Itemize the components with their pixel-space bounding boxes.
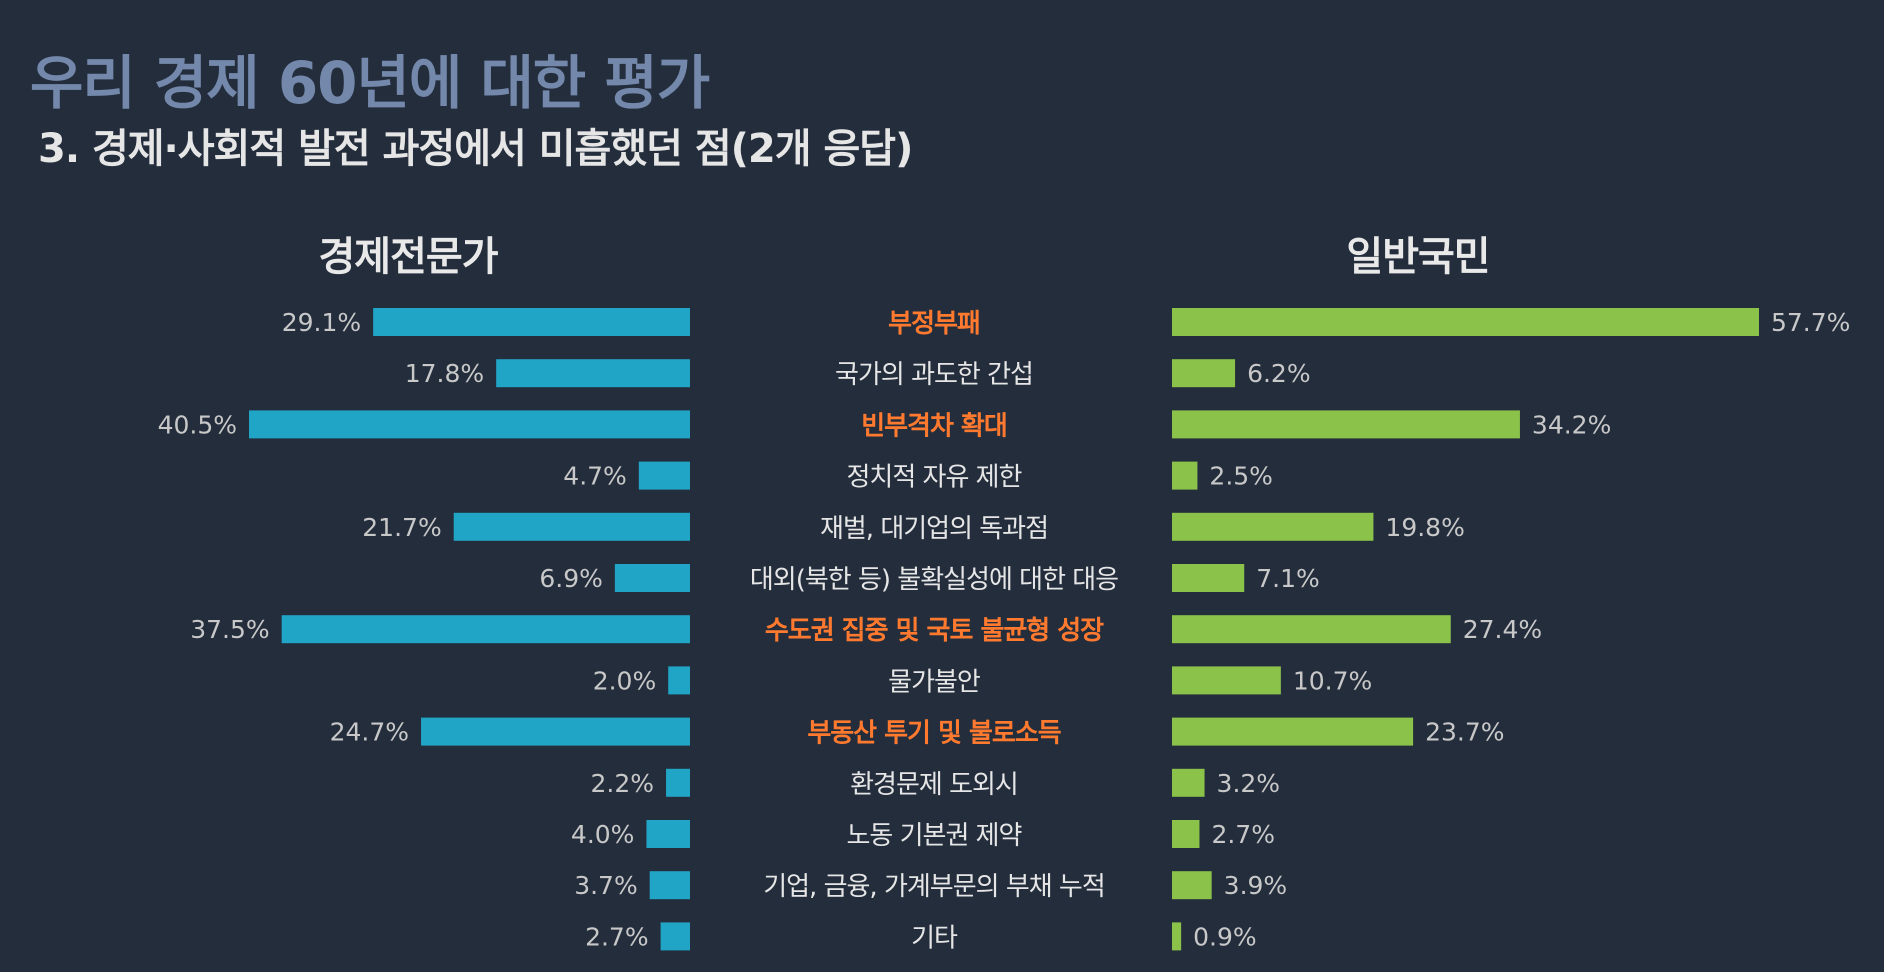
expert-value-label: 4.7% [563,462,627,491]
expert-bar [421,717,690,746]
expert-value-label: 2.0% [593,666,657,695]
public-value-label: 7.1% [1256,564,1320,593]
public-bar [1172,308,1759,336]
public-value-label: 34.2% [1532,410,1611,439]
category-label: 정치적 자유 제한 [847,463,1022,493]
expert-value-label: 29.1% [282,308,361,337]
public-bar [1172,359,1236,388]
expert-bar [281,615,690,644]
category-label: 부동산 투기 및 불로소득 [807,719,1061,749]
expert-value-label: 37.5% [190,615,269,644]
public-bar [1172,615,1451,644]
public-bar [1172,666,1281,695]
public-bar [1172,564,1245,592]
public-value-label: 27.4% [1463,615,1542,644]
expert-bar [660,922,690,951]
expert-value-label: 4.0% [571,820,635,849]
public-value-label: 2.7% [1211,820,1275,849]
expert-value-label: 2.7% [585,922,649,951]
expert-bar [496,359,690,388]
public-value-label: 0.9% [1193,922,1257,951]
expert-value-label: 6.9% [539,564,603,593]
expert-bar [638,461,690,490]
public-value-label: 23.7% [1425,718,1504,747]
category-label: 환경문제 도외시 [850,770,1018,800]
page-subtitle: 3. 경제·사회적 발전 과정에서 미흡했던 점(2개 응답) [38,126,913,172]
expert-bar [666,768,690,797]
category-label: 기타 [911,923,958,953]
public-value-label: 2.5% [1209,462,1273,491]
public-group-header: 일반국민 [1346,234,1490,280]
expert-bar [373,308,690,336]
expert-bar [649,871,690,900]
expert-value-label: 3.7% [574,871,638,900]
expert-bar [614,564,690,592]
public-bar [1172,768,1205,797]
category-label: 대외(북한 등) 불확실성에 대한 대응 [750,565,1118,595]
public-value-label: 57.7% [1771,308,1850,337]
category-label: 수도권 집중 및 국토 불균형 성장 [765,616,1104,646]
public-bar [1172,871,1212,900]
category-label: 재벌, 대기업의 독과점 [820,514,1048,544]
public-value-label: 10.7% [1293,666,1372,695]
expert-bar [453,512,690,541]
public-bar [1172,820,1200,848]
expert-value-label: 2.2% [591,769,655,798]
public-bar [1172,461,1198,490]
public-value-label: 19.8% [1385,513,1464,542]
public-value-label: 3.2% [1217,769,1281,798]
public-value-label: 6.2% [1247,359,1311,388]
category-label: 부정부패 [888,309,980,339]
public-value-label: 3.9% [1224,871,1288,900]
category-label: 노동 기본권 제약 [847,821,1022,851]
public-bar [1172,512,1374,541]
expert-bar [646,820,690,848]
expert-value-label: 21.7% [362,513,441,542]
expert-group-header: 경제전문가 [318,234,499,280]
category-label: 국가의 과도한 간섭 [835,360,1033,390]
category-label: 빈부격차 확대 [861,411,1007,441]
expert-value-label: 40.5% [158,410,237,439]
expert-bar [668,666,690,695]
public-bar [1172,922,1182,951]
public-bar [1172,717,1414,746]
category-label: 기업, 금융, 가계부문의 부채 누적 [763,872,1105,902]
public-bar [1172,410,1520,439]
expert-bar [249,410,690,439]
expert-value-label: 24.7% [330,718,409,747]
expert-value-label: 17.8% [405,359,484,388]
page-title: 우리 경제 60년에 대한 평가 [30,49,710,117]
category-label: 물가불안 [888,667,980,697]
